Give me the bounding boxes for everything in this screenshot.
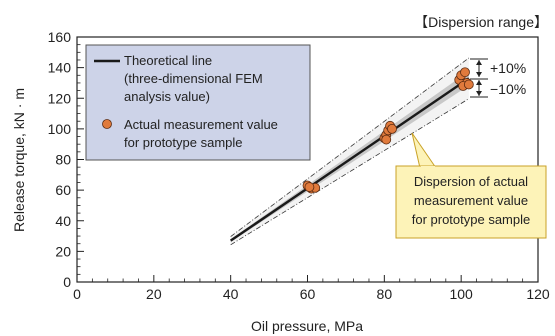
y-tick-label: 60: [55, 182, 71, 198]
callout-line-1: Dispersion of actual: [414, 174, 528, 189]
y-tick-label: 80: [55, 152, 71, 168]
theoretical-line: [229, 77, 470, 242]
y-tick-label: 40: [55, 213, 71, 229]
data-point: [460, 67, 470, 78]
legend-marker-label-1: Actual measurement value: [124, 117, 278, 132]
y-tick-label: 100: [48, 121, 72, 137]
minus-10-label: −10%: [490, 81, 526, 97]
legend-line-label-3: analysis value): [124, 89, 210, 104]
x-tick-label: 0: [73, 286, 81, 302]
legend-marker-swatch: [102, 119, 112, 129]
y-tick-label: 140: [48, 60, 72, 76]
legend-line-label-1: Theoretical line: [124, 53, 212, 68]
x-tick-label: 20: [146, 286, 162, 302]
data-points: [302, 67, 474, 194]
x-tick-label: 40: [223, 286, 239, 302]
y-tick-label: 120: [48, 90, 72, 106]
plus-10-label: +10%: [490, 60, 526, 76]
data-point: [387, 123, 397, 134]
x-tick-label: 120: [526, 286, 550, 302]
y-tick-label: 20: [55, 243, 71, 259]
data-point: [463, 79, 474, 90]
y-axis-label: Release torque, kN · m: [11, 88, 27, 232]
legend-marker-label-2: for prototype sample: [124, 135, 243, 150]
x-tick-label: 60: [300, 286, 316, 302]
callout-line-3: for prototype sample: [412, 212, 531, 227]
lower-bound-line: [230, 98, 470, 246]
dispersion-percent-markers: [470, 58, 488, 98]
y-tick-label: 160: [48, 29, 72, 45]
data-point: [381, 134, 392, 145]
callout-line-2: measurement value: [414, 193, 528, 208]
legend: Theoretical line (three-dimensional FEM …: [85, 44, 311, 161]
axis-ticks: 0 20 40 60 80 100 120 0 20 40 60 80 100 120 140 160: [48, 29, 550, 302]
legend-line-label-2: (three-dimensional FEM: [124, 71, 263, 86]
dispersion-range-title: 【Dispersion range】: [414, 14, 548, 30]
dispersion-callout: Dispersion of actual measurement value f…: [395, 132, 547, 239]
data-point: [304, 182, 315, 192]
x-axis-label: Oil pressure, MPa: [251, 318, 363, 334]
y-tick-label: 0: [63, 274, 71, 290]
x-tick-label: 100: [449, 286, 473, 302]
x-tick-label: 80: [377, 286, 393, 302]
